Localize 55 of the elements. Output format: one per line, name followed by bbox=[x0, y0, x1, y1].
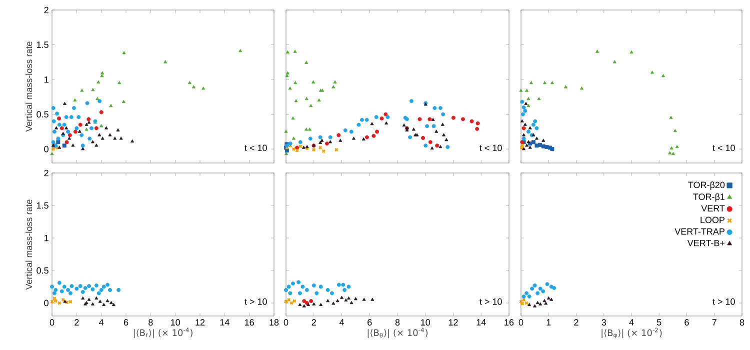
x-tick-label: 6 bbox=[368, 319, 372, 326]
x-tick-label: 1 bbox=[546, 319, 551, 326]
x-tick-label: 10 bbox=[171, 319, 180, 326]
legend-label: VERT-TRAP bbox=[674, 228, 724, 235]
x-tick-label: 6 bbox=[684, 319, 689, 326]
y-tick-label: 1.5 bbox=[36, 202, 48, 209]
x-tick-label: 18 bbox=[270, 319, 279, 326]
x-tick-label: 16 bbox=[504, 319, 514, 326]
legend-label: VERT bbox=[701, 205, 725, 212]
x-tick-label: 4 bbox=[339, 319, 344, 326]
legend-label: TOR-β20 bbox=[688, 181, 725, 190]
y-axis-title: Vertical mass-loss rate bbox=[25, 42, 32, 132]
x-tick-label: 14 bbox=[476, 319, 486, 326]
y-tick-label: 1.5 bbox=[36, 42, 48, 48]
annotation: t > 10 bbox=[244, 298, 267, 305]
annotation: t < 10 bbox=[480, 144, 502, 152]
x-tick-label: 0 bbox=[284, 319, 288, 326]
y-tick-label: 2 bbox=[44, 170, 48, 176]
x-tick-label: 2 bbox=[574, 319, 578, 326]
x-tick-label: 10 bbox=[421, 319, 430, 326]
x-tick-label: 5 bbox=[656, 319, 662, 326]
x-tick-label: 8 bbox=[740, 319, 744, 326]
annotation: t < 10 bbox=[712, 144, 735, 152]
annotation: t < 10 bbox=[244, 144, 267, 152]
y-tick-label: 0 bbox=[44, 146, 48, 152]
y-tick-label: 0.5 bbox=[36, 111, 48, 118]
x-tick-label: 6 bbox=[124, 319, 128, 326]
annotation: t > 10 bbox=[480, 298, 502, 305]
x-tick-label: 7 bbox=[712, 319, 716, 326]
y-tick-label: 1 bbox=[44, 234, 48, 242]
x-tick-label: 3 bbox=[602, 319, 606, 326]
x-tick-label: 12 bbox=[196, 319, 205, 326]
x-tick-label: 8 bbox=[395, 319, 400, 326]
legend-label: VERT-B+ bbox=[687, 240, 725, 246]
y-tick-label: 1 bbox=[44, 76, 48, 83]
x-tick-label: 0 bbox=[518, 319, 524, 326]
annotation: t > 10 bbox=[712, 298, 735, 305]
x-tick-label: 16 bbox=[245, 319, 254, 326]
x-tick-label: 4 bbox=[99, 319, 104, 326]
y-tick-label: 2 bbox=[44, 6, 48, 14]
y-tick-label: 0 bbox=[44, 300, 48, 306]
x-axis-title: |⟨B$_{θ}$⟩| (× 10$^{-4}$) bbox=[368, 328, 428, 338]
y-tick-label: 0.5 bbox=[36, 267, 48, 274]
x-tick-label: 14 bbox=[220, 319, 230, 326]
x-tick-label: 4 bbox=[629, 319, 634, 326]
legend-label: LOOP bbox=[700, 216, 724, 224]
x-axis-title: |⟨B$_{r}$⟩| (× 10$^{-4}$) bbox=[134, 328, 192, 338]
x-tick-label: 12 bbox=[448, 319, 458, 326]
x-axis-title: |⟨B$_{φ}$⟩| (× 10$^{-2}$) bbox=[602, 328, 662, 338]
y-axis-title: Vertical mass-loss rate bbox=[25, 200, 32, 290]
x-tick-label: 8 bbox=[148, 319, 153, 326]
legend-label: TOR-β1 bbox=[693, 193, 725, 202]
x-tick-label: 2 bbox=[74, 319, 79, 326]
x-tick-label: 0 bbox=[50, 319, 54, 326]
x-tick-label: 2 bbox=[312, 319, 316, 326]
